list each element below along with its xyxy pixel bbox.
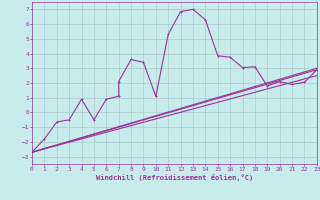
X-axis label: Windchill (Refroidissement éolien,°C): Windchill (Refroidissement éolien,°C) — [96, 174, 253, 181]
